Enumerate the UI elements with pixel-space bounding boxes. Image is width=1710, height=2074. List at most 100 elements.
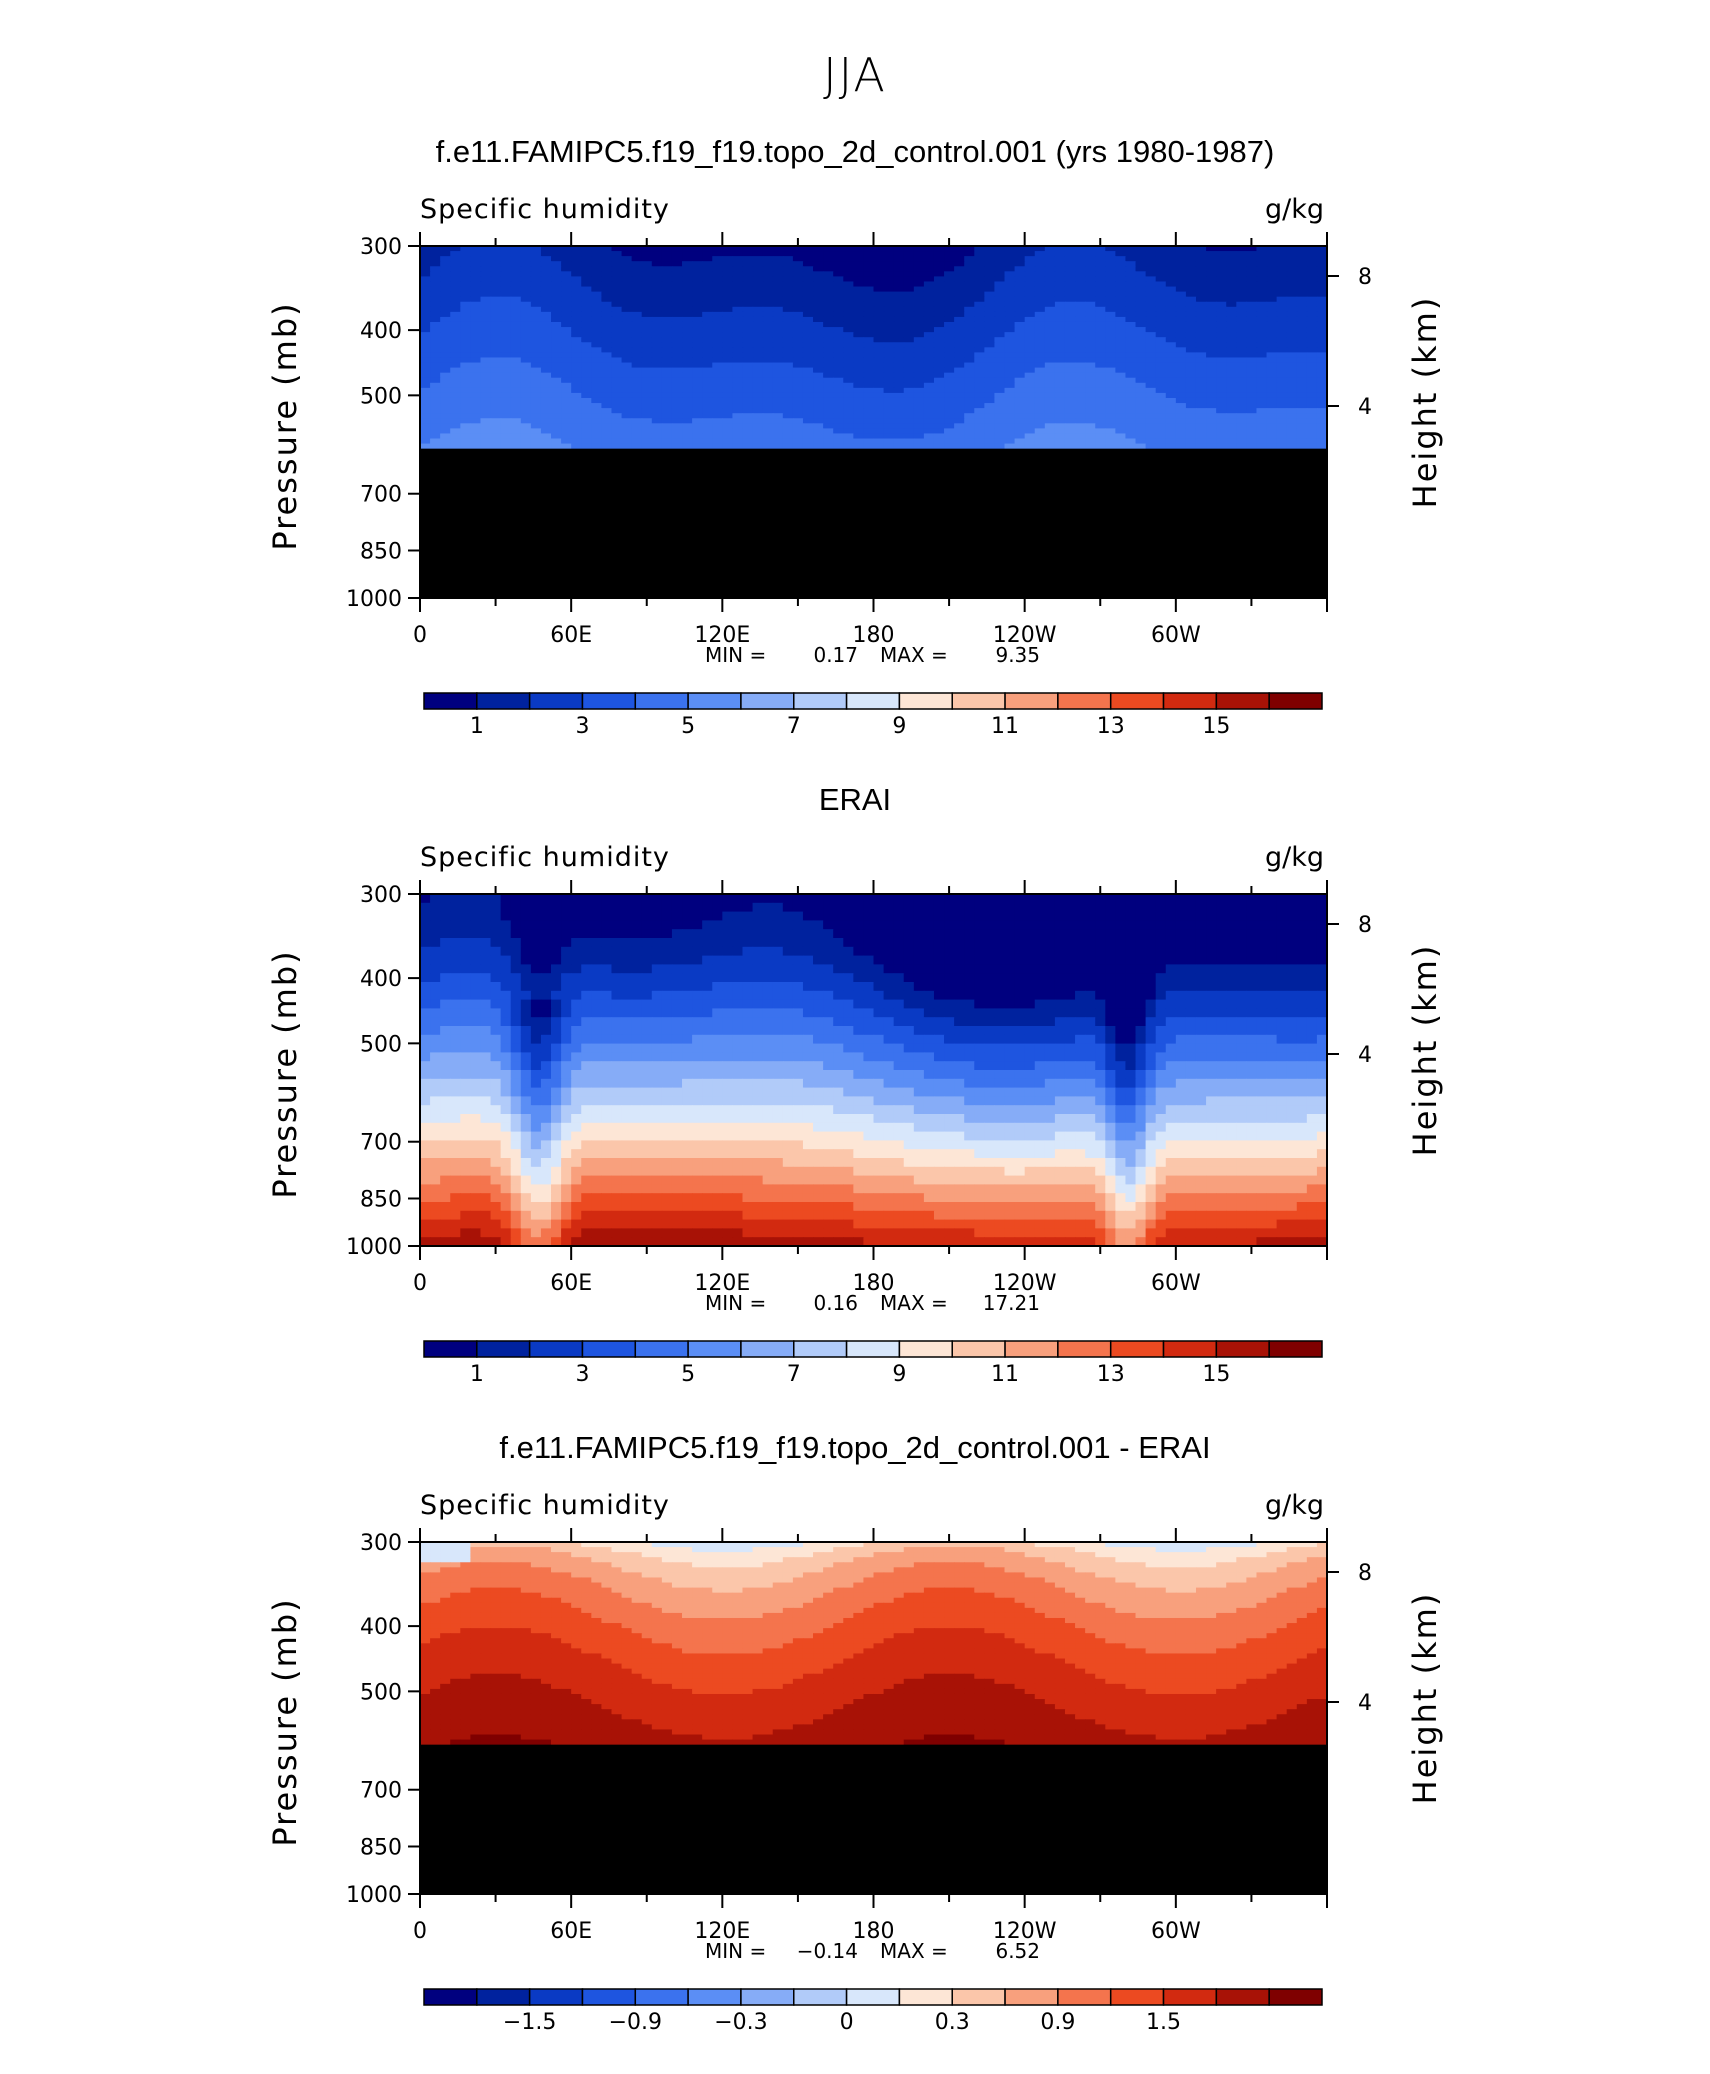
field-cell <box>792 266 804 272</box>
field-cell <box>732 337 744 343</box>
field-cell <box>520 372 532 379</box>
field-cell <box>1175 342 1187 348</box>
field-cell <box>1105 443 1116 450</box>
field-cell <box>510 894 522 904</box>
field-cell <box>772 316 784 323</box>
field-cell <box>964 397 975 404</box>
field-cell <box>1195 261 1207 267</box>
field-cell <box>1306 367 1318 374</box>
field-cell <box>762 316 774 323</box>
field-cell <box>974 256 985 262</box>
field-cell <box>1115 428 1127 435</box>
field-cell <box>903 428 915 435</box>
field-cell <box>1034 271 1046 277</box>
field-cell <box>954 301 965 308</box>
field-cell <box>702 337 713 343</box>
field-cell <box>1024 276 1036 283</box>
field-cell <box>1266 403 1278 409</box>
field-cell <box>1085 999 1096 1009</box>
field-cell <box>1316 382 1328 389</box>
field-cell <box>752 281 764 288</box>
field-cell <box>893 362 905 369</box>
field-cell <box>1236 911 1247 921</box>
field-cell <box>1054 251 1066 257</box>
field-cell <box>551 397 562 404</box>
field-cell <box>1044 357 1056 364</box>
field-cell <box>813 955 824 965</box>
field-cell <box>1145 438 1157 445</box>
field-cell <box>772 372 784 379</box>
field-cell <box>903 408 915 414</box>
field-cell <box>772 291 784 298</box>
field-cell <box>1044 281 1056 288</box>
field-cell <box>581 938 592 948</box>
field-cell <box>641 929 653 939</box>
field-cell <box>863 946 875 957</box>
field-cell <box>571 296 582 303</box>
field-cell <box>661 256 673 262</box>
field-cell <box>1075 321 1086 328</box>
field-cell <box>752 902 764 913</box>
field-cell <box>762 246 774 252</box>
field-cell <box>1206 413 1217 419</box>
field-cell <box>641 964 653 974</box>
field-cell <box>903 261 915 267</box>
field-cell <box>1286 894 1298 904</box>
field-cell <box>772 392 784 399</box>
field-cell <box>802 246 814 252</box>
field-cell <box>863 938 875 948</box>
field-cell <box>470 999 482 1009</box>
field-cell <box>631 920 643 930</box>
field-cell <box>994 929 1006 939</box>
field-cell <box>490 387 502 394</box>
field-cell <box>1085 387 1096 394</box>
field-cell <box>440 920 451 930</box>
field-cell <box>450 377 461 384</box>
field-cell <box>1125 311 1137 318</box>
field-cell <box>933 428 945 435</box>
field-cell <box>440 1017 451 1027</box>
field-cell <box>1004 246 1016 252</box>
field-cell <box>561 261 572 267</box>
field-cell <box>440 428 451 435</box>
field-cell <box>1135 291 1147 298</box>
field-cell <box>1165 392 1177 399</box>
field-cell <box>843 281 854 288</box>
field-cell <box>551 938 562 948</box>
field-cell <box>863 347 875 353</box>
field-cell <box>601 286 613 293</box>
field-cell <box>1135 276 1147 283</box>
field-cell <box>1125 276 1137 283</box>
field-cell <box>883 911 895 921</box>
field-cell <box>1216 306 1227 313</box>
field-cell <box>1296 382 1308 389</box>
field-cell <box>913 423 925 429</box>
field-cell <box>863 392 875 399</box>
field-cell <box>1236 990 1247 1001</box>
field-cell <box>520 251 532 257</box>
colorbar-box <box>793 692 848 710</box>
field-cell <box>933 902 945 913</box>
field-cell <box>732 286 744 293</box>
field-cell <box>853 982 865 992</box>
field-cell <box>601 894 613 904</box>
field-cell <box>581 286 592 293</box>
field-cell <box>530 990 542 1001</box>
field-cell <box>843 261 854 267</box>
field-cell <box>732 327 744 333</box>
field-cell <box>712 306 723 313</box>
field-cell <box>1044 266 1056 272</box>
field-cell <box>470 938 482 948</box>
field-cell <box>732 311 744 318</box>
field-cell <box>923 990 935 1001</box>
field-cell <box>903 286 915 293</box>
field-cell <box>530 352 542 359</box>
field-cell <box>853 392 865 399</box>
field-cell <box>1165 955 1177 965</box>
field-cell <box>954 428 965 435</box>
field-cell <box>490 382 502 389</box>
field-cell <box>530 316 542 323</box>
field-cell <box>1316 316 1328 323</box>
field-cell <box>460 281 471 288</box>
field-cell <box>1004 392 1016 399</box>
